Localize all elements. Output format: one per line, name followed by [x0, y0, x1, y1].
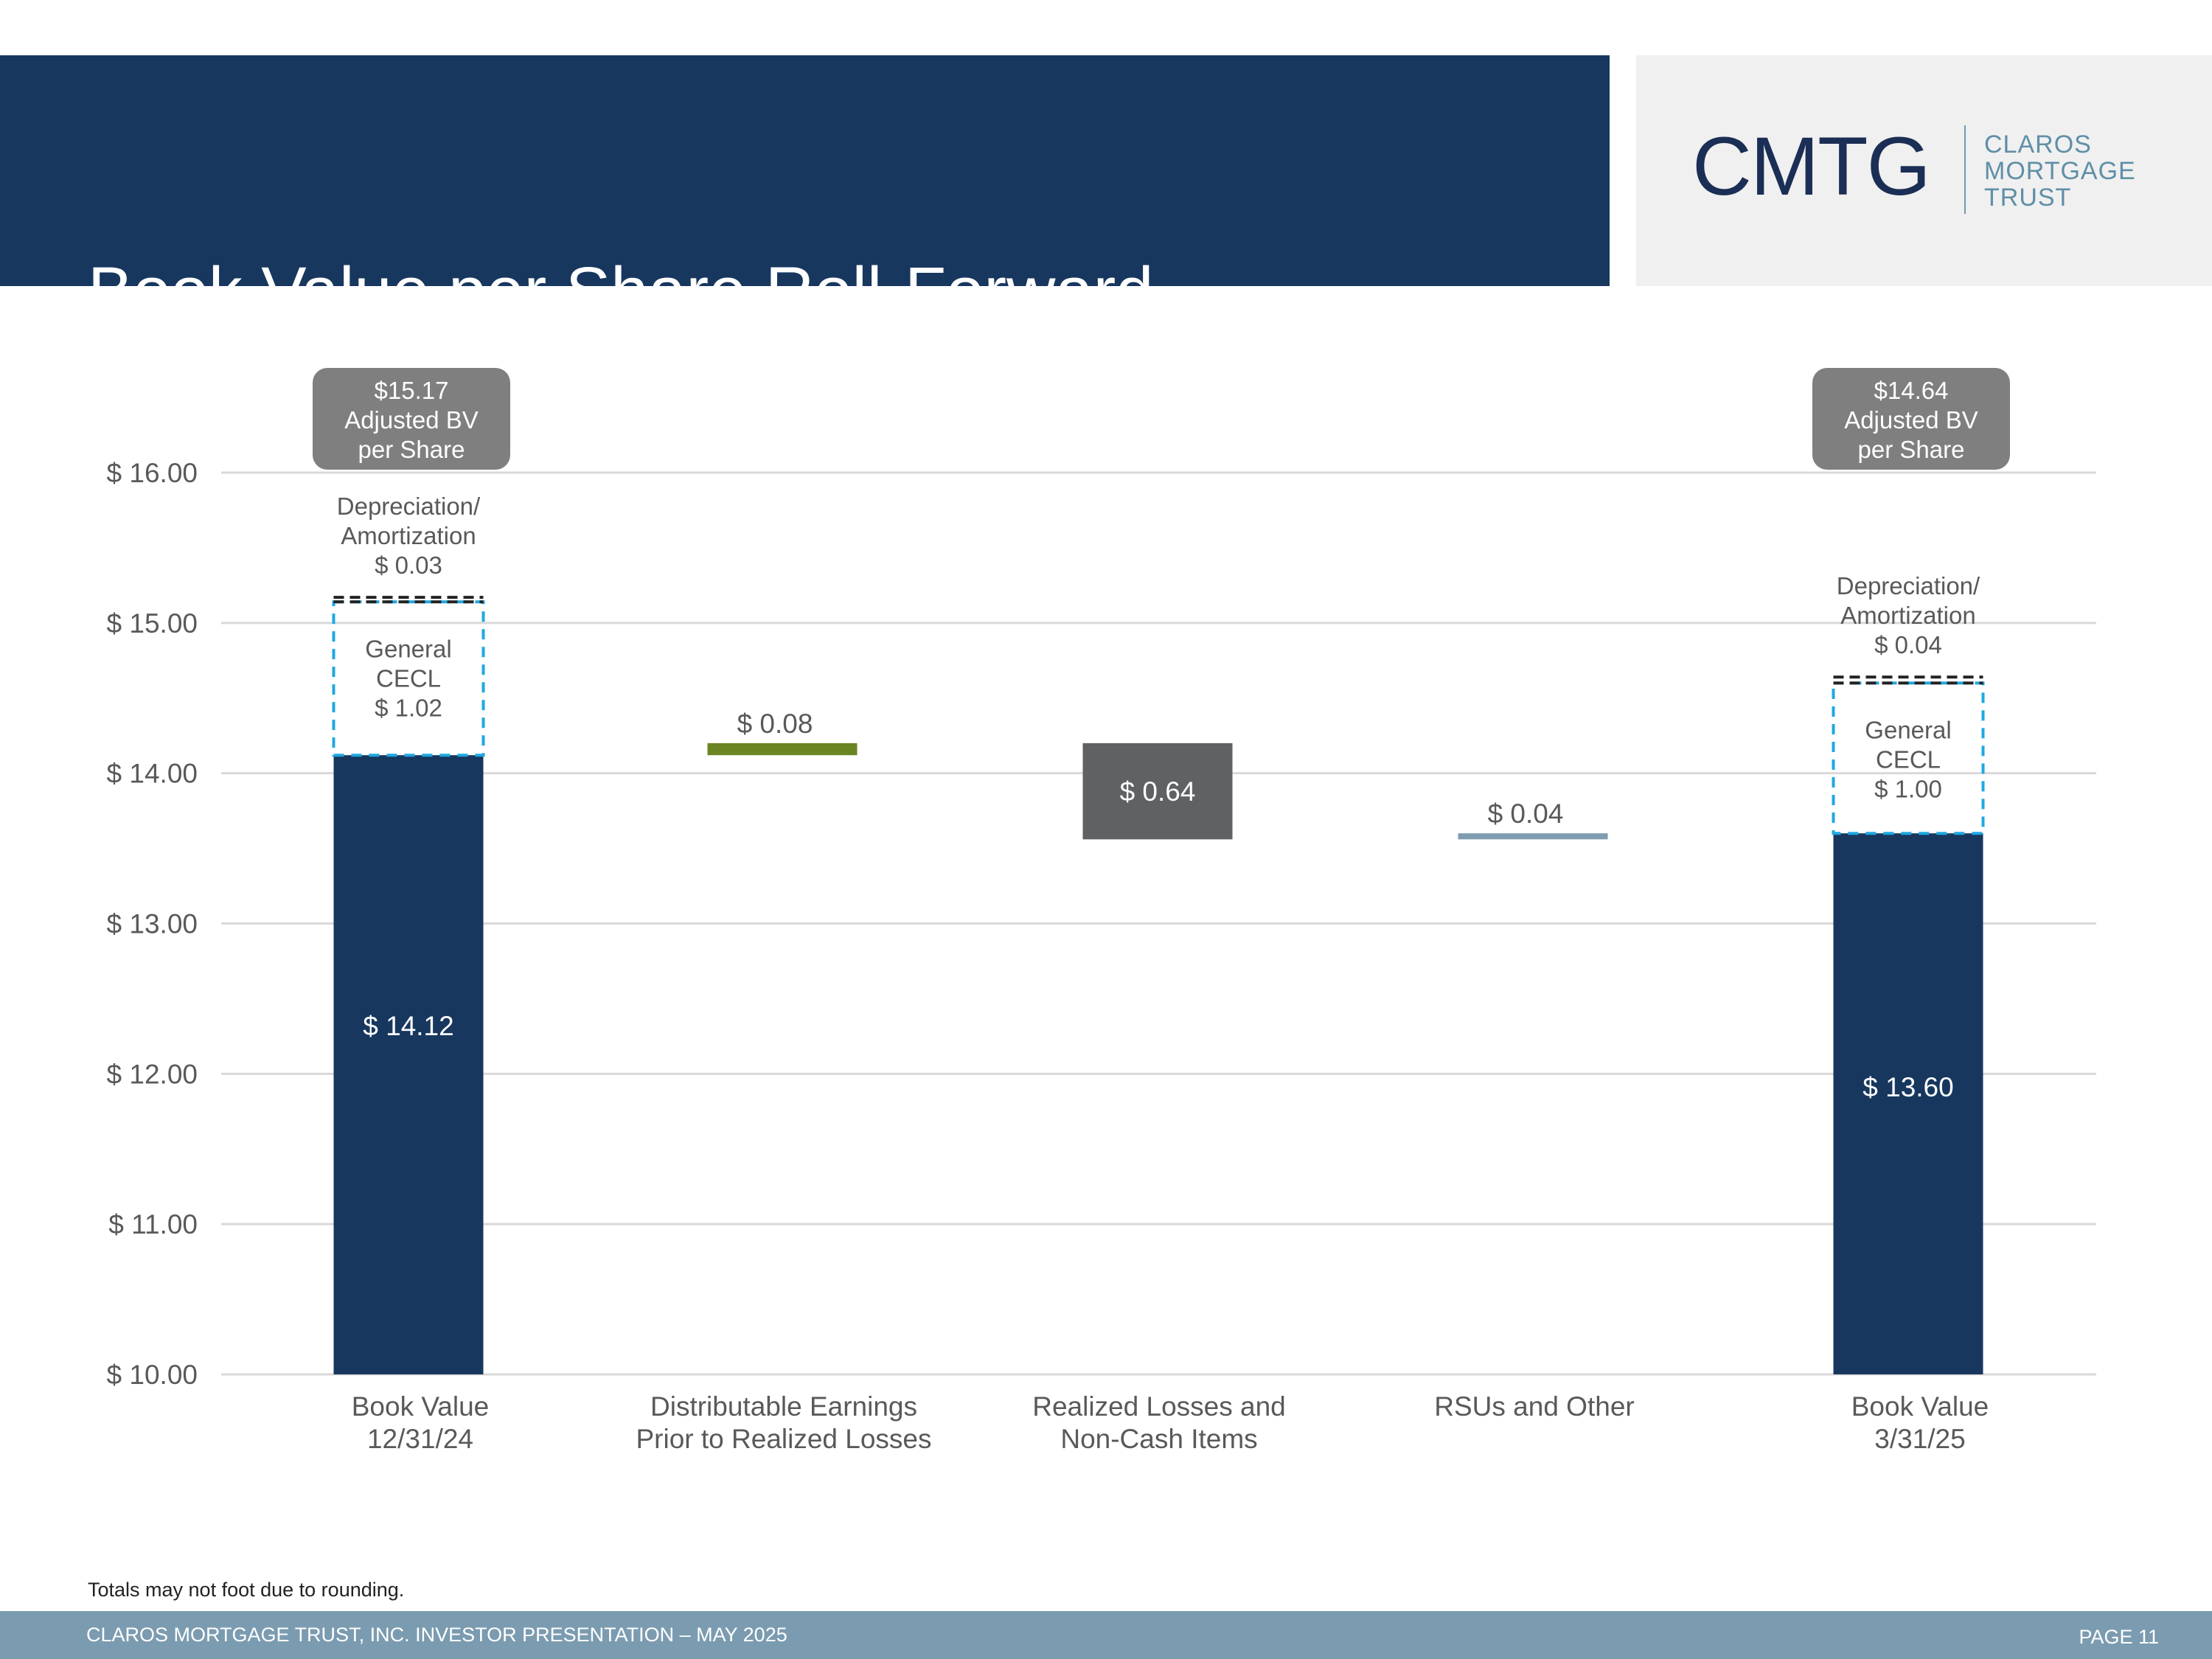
x-category-label: Prior to Realized Losses — [636, 1424, 931, 1454]
y-tick-label: $ 16.00 — [107, 458, 198, 488]
adjusted-bv-callout-text: per Share — [358, 436, 465, 463]
bar-value-label: $ 0.04 — [1488, 799, 1564, 829]
x-category-label: Book Value — [352, 1391, 490, 1422]
adjusted-bv-callout-text: $15.17 — [375, 377, 449, 404]
bar — [707, 742, 858, 756]
company-logo: CMTG CLAROS MORTGAGE TRUST — [1636, 55, 2212, 286]
header-band: Book Value per Share Roll-Forward — [0, 55, 1610, 329]
depreciation-label: Depreciation/ — [1837, 572, 1980, 599]
page-title: Book Value per Share Roll-Forward — [88, 254, 1154, 329]
waterfall-chart: $ 10.00 $ 11.00 $ 12.00 $ 13.00 $ 14.00 $ 15.… — [107, 368, 2096, 1454]
depreciation-label: Depreciation/ — [337, 493, 481, 520]
adjusted-bv-callout — [1812, 368, 2010, 470]
depreciation-label: $ 0.03 — [375, 552, 442, 579]
logo-line: TRUST — [1984, 184, 2072, 212]
footnote: Totals may not foot due to rounding. — [88, 1579, 405, 1601]
x-category-label: Realized Losses and — [1032, 1391, 1286, 1422]
logo-mark: CMTG — [1692, 120, 1931, 212]
y-tick-label: $ 11.00 — [108, 1209, 198, 1239]
y-tick-label: $ 10.00 — [107, 1360, 198, 1390]
cecl-label: $ 1.02 — [375, 694, 442, 721]
adjusted-bv-callout — [313, 368, 510, 470]
adjusted-bv-callout-text: $14.64 — [1874, 377, 1949, 404]
bar-value-label: $ 0.08 — [737, 709, 813, 739]
footer-text: CLAROS MORTGAGE TRUST, INC. INVESTOR PRE… — [86, 1624, 787, 1646]
depreciation-label: Amortization — [1840, 602, 1975, 629]
cecl-label: CECL — [376, 664, 441, 692]
x-category-label: Book Value — [1851, 1391, 1989, 1422]
bar — [1833, 833, 1983, 1374]
adjusted-bv-callout-text: Adjusted BV — [1844, 406, 1978, 434]
adjusted-bv-callout-text: per Share — [1858, 436, 1965, 463]
cecl-label: General — [1865, 716, 1951, 743]
x-category-label: 3/31/25 — [1874, 1424, 1965, 1454]
y-tick-label: $ 14.00 — [107, 759, 198, 789]
x-category-label: Non-Cash Items — [1060, 1424, 1257, 1454]
cecl-label: CECL — [1876, 745, 1941, 773]
x-category-label: 12/31/24 — [367, 1424, 473, 1454]
y-tick-label: $ 15.00 — [107, 608, 198, 639]
cecl-label: $ 1.00 — [1874, 775, 1942, 802]
cecl-label: General — [365, 635, 451, 662]
bar-value-label: $ 14.12 — [363, 1011, 453, 1041]
logo-divider — [1964, 125, 1966, 214]
bar-value-label: $ 13.60 — [1863, 1072, 1953, 1102]
y-tick-label: $ 13.00 — [107, 909, 198, 939]
logo-text: CLAROS MORTGAGE TRUST — [1984, 131, 2136, 211]
bar — [333, 755, 484, 1374]
bar-value-label: $ 0.64 — [1120, 776, 1196, 807]
depreciation-label: $ 0.04 — [1874, 631, 1942, 658]
logo-line: CLAROS — [1984, 131, 2092, 159]
bar — [1082, 742, 1233, 840]
footer-bar: CLAROS MORTGAGE TRUST, INC. INVESTOR PRE… — [0, 1611, 2212, 1659]
x-category-label: Distributable Earnings — [650, 1391, 917, 1422]
bar — [1458, 833, 1608, 840]
depreciation-label: Amortization — [341, 522, 476, 549]
logo-line: MORTGAGE — [1984, 157, 2136, 185]
adjusted-bv-callout-text: Adjusted BV — [344, 406, 479, 434]
x-category-label: RSUs and Other — [1434, 1391, 1634, 1422]
y-tick-label: $ 12.00 — [107, 1059, 198, 1089]
page-number: PAGE 11 — [2079, 1626, 2159, 1648]
